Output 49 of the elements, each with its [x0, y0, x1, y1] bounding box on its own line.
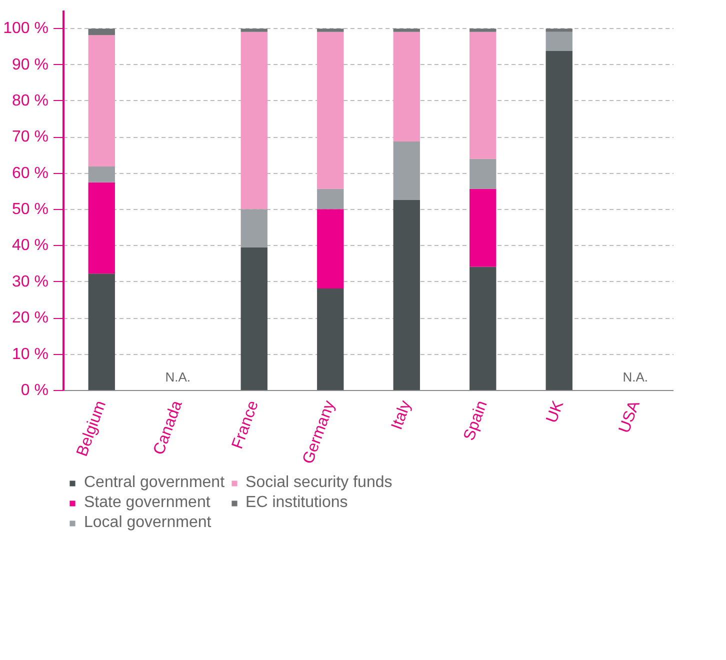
bar	[317, 28, 344, 32]
bar	[393, 142, 420, 200]
bar	[546, 51, 572, 390]
x-tick-label: Spain	[460, 398, 491, 443]
bar	[546, 28, 572, 32]
bar	[393, 200, 420, 390]
annotation: N.A.	[165, 370, 191, 384]
legend-label: State government	[84, 494, 210, 512]
legend-label: Social security funds	[246, 474, 392, 492]
bar	[393, 32, 420, 142]
bar	[470, 158, 496, 189]
legend-label: EC institutions	[246, 494, 348, 512]
y-tick-label: 100 %	[3, 20, 49, 38]
bar	[317, 288, 344, 390]
x-tick-label: Italy	[388, 398, 415, 432]
bar	[546, 32, 572, 52]
bar	[317, 209, 344, 288]
y-tick-label: 60 %	[12, 164, 48, 182]
bar	[240, 32, 268, 210]
legend-label: Local government	[84, 514, 212, 532]
y-tick-label: 80 %	[12, 92, 48, 110]
bar	[317, 32, 344, 189]
bar	[470, 188, 496, 267]
bar	[88, 35, 115, 166]
y-tick-label: 40 %	[12, 237, 48, 254]
bar	[88, 28, 115, 36]
annotation: N.A.	[622, 370, 648, 384]
x-tick-label: France	[229, 398, 262, 452]
y-tick-label: 50 %	[12, 201, 48, 218]
bar	[88, 274, 115, 390]
y-tick-label: 90 %	[12, 56, 48, 74]
x-tick-label: USA	[616, 398, 644, 436]
bar	[317, 188, 344, 210]
bar	[88, 182, 115, 274]
bar	[240, 248, 268, 390]
legend-label: Central government	[84, 474, 225, 492]
bar	[470, 266, 496, 390]
bar	[470, 28, 496, 32]
bar	[240, 209, 268, 248]
y-tick-label: 20 %	[12, 310, 48, 327]
x-tick-label: UK	[544, 398, 568, 426]
y-tick-label: 0 %	[20, 382, 49, 399]
bar	[88, 166, 115, 182]
bar	[240, 28, 268, 32]
y-tick-label: 10 %	[12, 346, 48, 363]
y-tick-label: 30 %	[12, 273, 48, 290]
bar	[470, 32, 496, 159]
y-tick-label: 70 %	[12, 128, 48, 146]
bar	[393, 28, 420, 32]
